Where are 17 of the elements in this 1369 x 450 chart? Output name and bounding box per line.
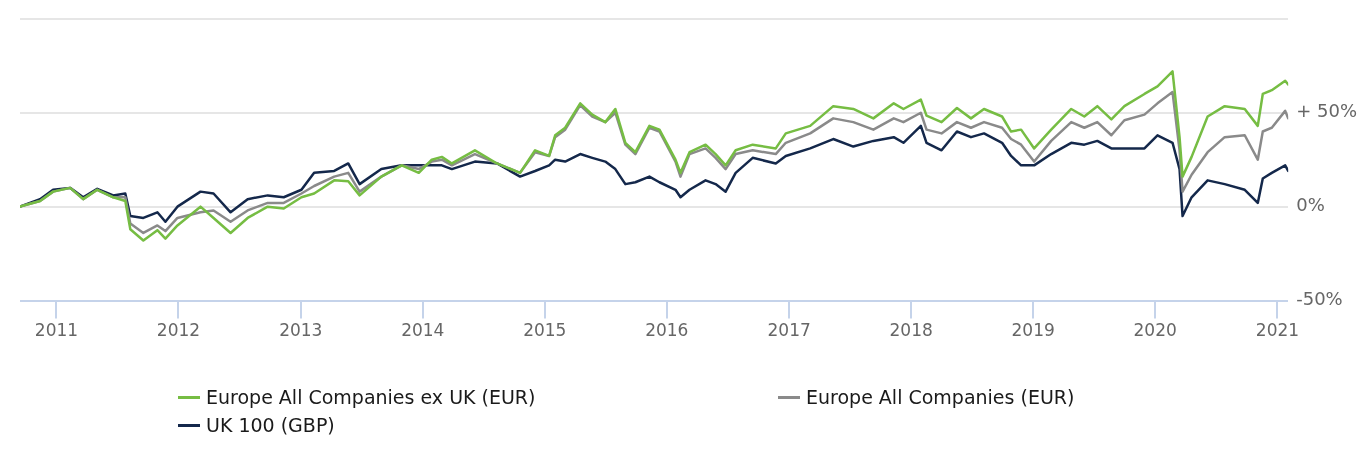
x-tick-label: 2016 — [645, 320, 689, 341]
legend-label: UK 100 (GBP) — [206, 414, 335, 436]
legend-label: Europe All Companies (EUR) — [806, 386, 1075, 408]
x-tick-label: 2017 — [767, 320, 811, 341]
x-tick-label: 2011 — [34, 320, 79, 341]
y-tick-label: -50% — [1296, 288, 1343, 310]
y-tick-label: 0% — [1296, 194, 1325, 216]
x-tick-label: 2014 — [401, 320, 445, 341]
y-tick-label: + 50% — [1296, 100, 1357, 122]
x-tick-label: 2021 — [1255, 320, 1300, 341]
x-tick-label: 2018 — [889, 320, 933, 341]
x-tick-label: 2020 — [1133, 320, 1177, 341]
legend-label: Europe All Companies ex UK (EUR) — [206, 386, 536, 408]
x-tick-label: 2015 — [523, 320, 567, 341]
x-tick-label: 2019 — [1011, 320, 1055, 341]
x-tick-label: 2012 — [156, 320, 201, 341]
x-tick-label: 2013 — [279, 320, 323, 341]
